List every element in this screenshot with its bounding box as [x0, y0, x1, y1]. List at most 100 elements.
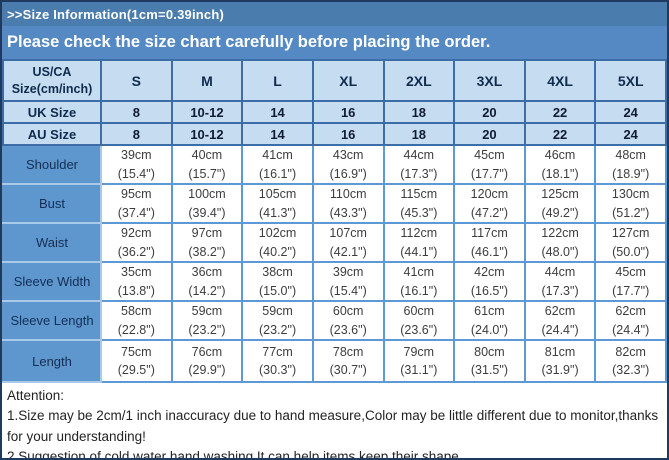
measurement-label: Sleeve Width [2, 261, 102, 302]
inch-value: (51.2") [612, 205, 650, 220]
measurement-cell: 60cm (23.6") [382, 300, 456, 341]
measurement-label: Length [2, 339, 102, 383]
cm-value: 92cm [121, 226, 152, 241]
inch-value: (16.1") [259, 166, 297, 181]
cm-value: 79cm [403, 344, 435, 359]
inch-value: (16.9") [329, 166, 367, 181]
column-header-cell: M [170, 59, 244, 102]
inch-value: (23.6") [400, 322, 438, 337]
cm-value: 62cm [615, 304, 646, 319]
cm-value: 42cm [474, 265, 505, 280]
measurement-cell: 115cm (45.3") [382, 183, 456, 224]
size-value-cell: 8 [100, 122, 173, 146]
measurement-cell: 43cm (16.9") [311, 144, 385, 185]
measurement-cell: 41cm (16.1") [241, 144, 314, 185]
inch-value: (17.3") [541, 283, 579, 298]
measurement-cell: 78cm (30.7") [311, 339, 385, 383]
size-system-label: AU Size [2, 122, 102, 146]
column-header-cell: XL [311, 59, 385, 102]
inch-value: (37.4") [117, 205, 155, 220]
inch-value: (50.0") [612, 244, 650, 259]
cm-value: 122cm [541, 226, 579, 241]
measurement-cell: 39cm (15.4") [100, 144, 173, 185]
measurement-cell: 59cm (23.2") [170, 300, 244, 341]
measurement-cell: 95cm (37.4") [100, 183, 173, 224]
size-conversion-row: UK Size 8 10-12 14 16 18 20 22 24 [2, 100, 667, 124]
column-header-cell: 4XL [523, 59, 597, 102]
corner-line-2: Size(cm/inch) [11, 81, 93, 96]
column-header-cell: L [241, 59, 314, 102]
inch-value: (38.2") [188, 244, 226, 259]
cm-value: 41cm [262, 148, 293, 163]
cm-value: 36cm [191, 265, 223, 280]
cm-value: 107cm [329, 226, 367, 241]
measurement-cell: 45cm (17.7") [453, 144, 526, 185]
column-header-cell: 5XL [594, 59, 667, 102]
inch-value: (41.3") [259, 205, 297, 220]
measurement-label: Sleeve Length [2, 300, 102, 341]
measurement-cell: 58cm (22.8") [100, 300, 173, 341]
inch-value: (32.3") [612, 363, 650, 377]
cm-value: 102cm [258, 226, 297, 241]
inch-value: (23.2") [259, 322, 297, 337]
inch-value: (16.1") [400, 283, 438, 298]
cm-value: 110cm [329, 187, 367, 202]
inch-value: (18.1") [541, 166, 579, 181]
measurement-cell: 44cm (17.3") [523, 261, 597, 302]
cm-value: 77cm [262, 344, 293, 359]
cm-value: 75cm [121, 344, 152, 359]
cm-value: 39cm [121, 148, 152, 163]
measurement-cell: 48cm (18.9") [594, 144, 667, 185]
measurement-label: Waist [2, 222, 102, 263]
measurement-cell: 76cm (29.9") [170, 339, 244, 383]
cm-value: 105cm [258, 187, 297, 202]
measurement-cell: 59cm (23.2") [241, 300, 314, 341]
measurement-cell: 60cm (23.6") [311, 300, 385, 341]
measurement-row: Length 75cm (29.5") 76cm (29.9") 77cm (30.3") 7… [2, 339, 667, 383]
measurement-cell: 92cm (36.2") [100, 222, 173, 263]
measurement-cell: 125cm (49.2") [523, 183, 597, 224]
measurement-cell: 80cm (31.5") [453, 339, 526, 383]
inch-value: (23.6") [329, 322, 367, 337]
inch-value: (39.4") [188, 205, 226, 220]
cm-value: 41cm [403, 265, 435, 280]
measurement-cell: 127cm (50.0") [594, 222, 667, 263]
cm-value: 46cm [544, 148, 576, 163]
corner-header-cell: US/CA Size(cm/inch) [2, 59, 102, 102]
measurement-row: Shoulder 39cm (15.4") 40cm (15.7") 41cm (16.1"… [2, 144, 667, 185]
attention-note: Attention: 1.Size may be 2cm/1 inch inac… [2, 383, 667, 460]
measurement-cell: 75cm (29.5") [100, 339, 173, 383]
size-value-cell: 24 [594, 100, 667, 124]
measurement-row: Waist 92cm (36.2") 97cm (38.2") 102cm (40.2") 1… [2, 222, 667, 263]
corner-line-1: US/CA [32, 64, 72, 79]
attention-line-1: 1.Size may be 2cm/1 inch inaccuracy due … [7, 408, 659, 444]
size-conversion-row: AU Size 8 10-12 14 16 18 20 22 24 [2, 122, 667, 146]
measurement-row: Sleeve Length 58cm (22.8") 59cm (23.2") 59cm (… [2, 300, 667, 341]
size-value-cell: 20 [453, 122, 526, 146]
inch-value: (29.5") [117, 363, 155, 377]
measurement-cell: 62cm (24.4") [594, 300, 667, 341]
inch-value: (14.2") [188, 283, 226, 298]
inch-value: (40.2") [259, 244, 297, 259]
measurement-cell: 97cm (38.2") [170, 222, 244, 263]
size-value-cell: 14 [241, 122, 314, 146]
size-value-cell: 24 [594, 122, 667, 146]
measurement-cell: 79cm (31.1") [382, 339, 456, 383]
inch-value: (23.2") [188, 322, 226, 337]
measurement-cell: 81cm (31.9") [523, 339, 597, 383]
cm-value: 97cm [191, 226, 223, 241]
inch-value: (18.9") [612, 166, 650, 181]
cm-value: 61cm [474, 304, 505, 319]
cm-value: 62cm [544, 304, 576, 319]
cm-value: 78cm [332, 344, 364, 359]
measurement-cell: 122cm (48.0") [523, 222, 597, 263]
inch-value: (46.1") [470, 244, 508, 259]
attention-line-2: 2.Suggestion of cold water hand washing.… [7, 448, 463, 460]
measurement-cell: 61cm (24.0") [453, 300, 526, 341]
cm-value: 130cm [611, 187, 650, 202]
measurement-cell: 110cm (43.3") [311, 183, 385, 224]
cm-value: 48cm [615, 148, 646, 163]
cm-value: 115cm [400, 187, 438, 202]
inch-value: (49.2") [541, 205, 579, 220]
size-system-label: UK Size [2, 100, 102, 124]
